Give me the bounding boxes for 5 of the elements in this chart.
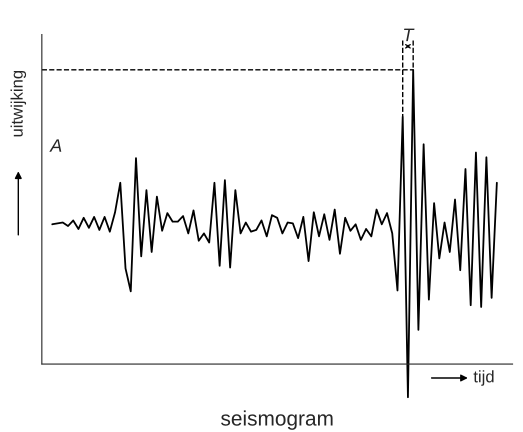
x-axis-title: tijd bbox=[474, 370, 494, 386]
text: seismogram bbox=[221, 410, 333, 430]
annotation: A bbox=[49, 139, 62, 152]
y-axis-title: uitwijking bbox=[10, 70, 26, 136]
text: T bbox=[404, 28, 415, 42]
